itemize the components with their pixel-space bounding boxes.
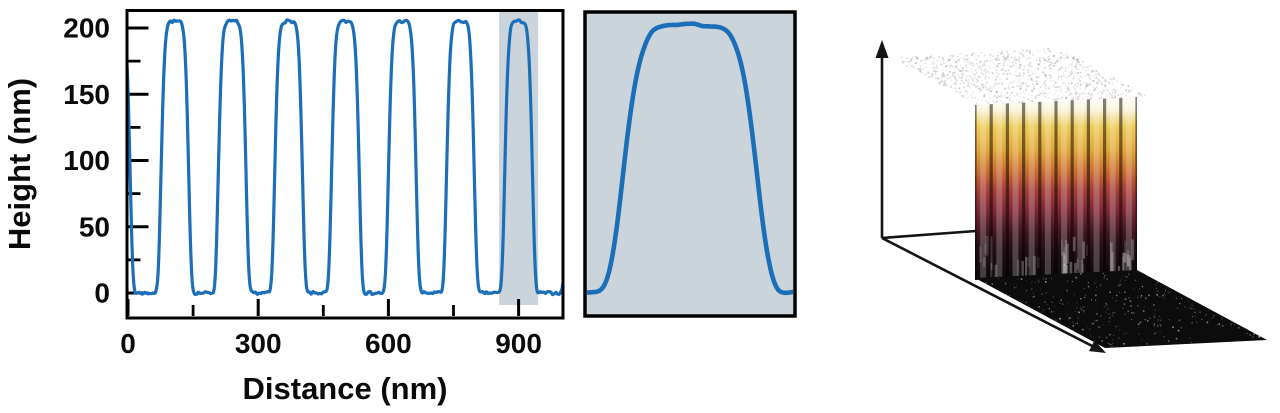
height-profile-curve <box>128 18 562 297</box>
x-tick-label: 600 <box>365 328 412 359</box>
plot-border <box>125 9 565 320</box>
lower-terrace <box>975 270 1267 348</box>
x-tick-label: 0 <box>120 328 136 359</box>
zoom-panel <box>583 10 797 318</box>
y-tick-label: 50 <box>79 211 110 242</box>
afm-3d-panel <box>875 40 1267 353</box>
x-tick-label: 300 <box>235 328 282 359</box>
y-axis-label: Height (nm) <box>2 78 37 250</box>
y-tick-label: 200 <box>63 13 110 44</box>
zoom-panel-border <box>583 10 797 318</box>
y-tick-label: 150 <box>63 79 110 110</box>
zoom-curve <box>587 21 793 296</box>
y-tick-label: 0 <box>94 278 110 309</box>
x-axis-label: Distance (nm) <box>243 371 448 406</box>
x-tick-label: 900 <box>495 328 542 359</box>
front-axis-arrowhead <box>1089 340 1106 353</box>
y-tick-label: 100 <box>63 145 110 176</box>
height-profile-plot: 200 150 100 50 0 0 300 600 900 Distance … <box>2 9 565 406</box>
zoom-panel-background <box>585 12 795 316</box>
